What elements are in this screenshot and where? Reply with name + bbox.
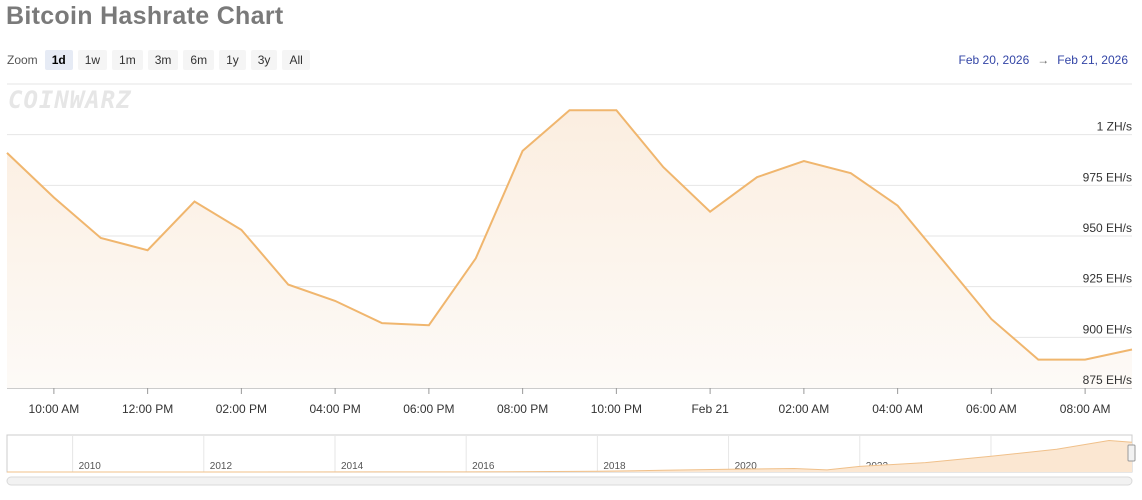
hashrate-line xyxy=(6,109,1133,361)
y-tick-label: 950 EH/s xyxy=(1083,221,1132,235)
zoom-button-1d[interactable]: 1d xyxy=(44,50,73,70)
navigator[interactable]: 20102012201420162018202020222024 xyxy=(6,434,1136,486)
x-tick-label: 08:00 PM xyxy=(497,402,548,416)
zoom-label: Zoom xyxy=(7,53,38,67)
zoom-button-All[interactable]: All xyxy=(282,50,310,70)
range-arrow-icon: → xyxy=(1037,53,1050,67)
date-range: Feb 20, 2026 → Feb 21, 2026 xyxy=(959,53,1128,67)
x-axis: 10:00 AM 12:00 PM 02:00 PM 04:00 PM 06:00 PM… xyxy=(29,388,1111,416)
x-tick-label: 04:00 AM xyxy=(872,402,923,416)
x-tick-label: 10:00 AM xyxy=(29,402,80,416)
navigator-year-label: 2014 xyxy=(341,461,364,472)
coinwarz-watermark: COINWARZ xyxy=(8,86,132,114)
x-tick-label: 06:00 AM xyxy=(966,402,1017,416)
navigator-year-label: 2016 xyxy=(472,461,495,472)
navigator-handle[interactable] xyxy=(1127,444,1136,462)
x-tick-label: 08:00 AM xyxy=(1060,402,1111,416)
zoom-buttons: 1d 1w 1m 3m 6m 1y 3y All xyxy=(44,50,315,70)
zoom-bar: Zoom 1d 1w 1m 3m 6m 1y 3y All xyxy=(7,50,315,70)
navigator-year-label: 2018 xyxy=(603,461,626,472)
x-tick-label: Feb 21 xyxy=(691,402,729,416)
navigator-year-label: 2010 xyxy=(79,461,102,472)
zoom-button-1w[interactable]: 1w xyxy=(77,50,108,70)
x-tick-label: 10:00 PM xyxy=(591,402,642,416)
range-from[interactable]: Feb 20, 2026 xyxy=(958,53,1030,67)
x-tick-label: 04:00 PM xyxy=(309,402,360,416)
zoom-button-1m[interactable]: 1m xyxy=(112,50,143,70)
zoom-button-6m[interactable]: 6m xyxy=(183,50,215,70)
page-title: Bitcoin Hashrate Chart xyxy=(6,2,284,30)
zoom-button-3m[interactable]: 3m xyxy=(147,50,179,70)
y-tick-label: 925 EH/s xyxy=(1083,272,1132,286)
hashrate-area xyxy=(7,110,1132,389)
range-to[interactable]: Feb 21, 2026 xyxy=(1057,53,1128,67)
x-tick-label: 06:00 PM xyxy=(403,402,454,416)
zoom-button-1y[interactable]: 1y xyxy=(219,50,246,70)
navigator-area xyxy=(7,440,1132,472)
y-tick-label: 1 ZH/s xyxy=(1097,120,1132,134)
navigator-scrollbar[interactable] xyxy=(6,476,1133,486)
y-tick-label: 975 EH/s xyxy=(1083,170,1132,184)
y-tick-label: 900 EH/s xyxy=(1083,322,1132,336)
x-tick-label: 02:00 PM xyxy=(216,402,267,416)
navigator-line xyxy=(6,439,1133,473)
y-tick-label: 875 EH/s xyxy=(1083,373,1132,387)
x-tick-label: 12:00 PM xyxy=(122,402,173,416)
navigator-year-label: 2012 xyxy=(210,461,233,472)
zoom-button-3y[interactable]: 3y xyxy=(250,50,278,70)
navigator-year-label: 2020 xyxy=(735,461,758,472)
x-tick-label: 02:00 AM xyxy=(779,402,830,416)
y-axis: 875 EH/s 900 EH/s 925 EH/s 950 EH/s 975 EH/s… xyxy=(1083,120,1132,387)
